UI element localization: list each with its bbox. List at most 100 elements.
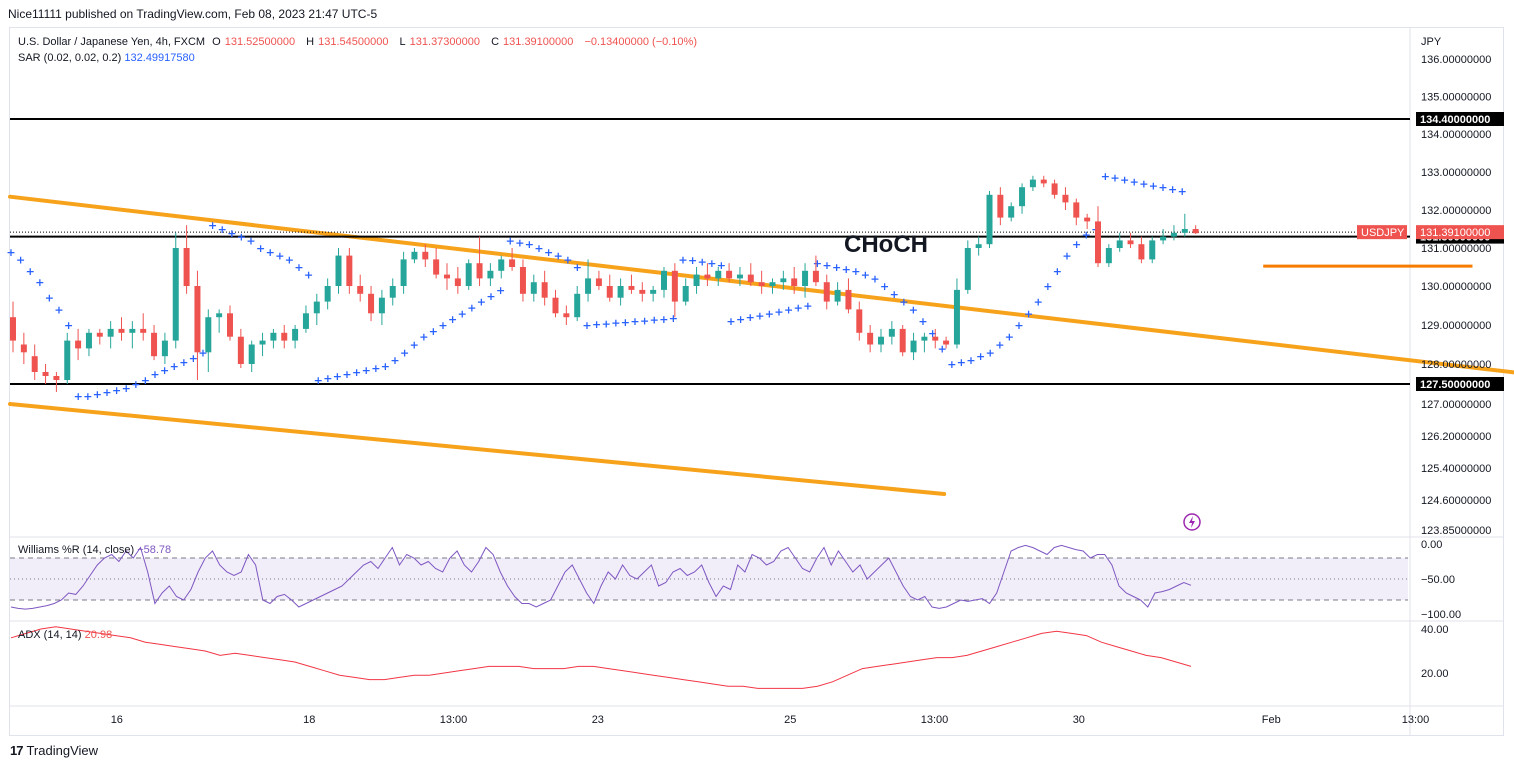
footer-brand[interactable]: 17 TradingView: [10, 743, 98, 758]
adx-label: ADX (14, 14): [18, 629, 82, 641]
open-label: O: [212, 36, 221, 48]
candle-body: [812, 270, 819, 283]
sar-dot: +: [899, 296, 908, 309]
sar-dot: +: [419, 331, 428, 344]
sar-dot: +: [534, 242, 543, 255]
candle-body: [20, 344, 27, 353]
candle-body: [780, 278, 787, 283]
candles: [10, 175, 1199, 392]
candle-body: [1149, 240, 1156, 260]
candle: [986, 191, 993, 248]
candle: [704, 263, 711, 286]
candle: [259, 332, 266, 357]
candle: [715, 267, 722, 286]
sar-dots: ++++++++ + + + + + + + + + + + + ++ + + + ++ + + ++++ + + + + + + +…: [6, 170, 1186, 403]
candle: [726, 263, 733, 283]
sar-dot: +: [1120, 174, 1129, 187]
candle: [628, 274, 635, 294]
high-value: 131.54500000: [318, 36, 389, 48]
candle-body: [595, 278, 602, 286]
candle-body: [639, 289, 646, 294]
candle: [1127, 232, 1134, 248]
sar-dot: +: [45, 292, 54, 305]
candle-body: [888, 328, 895, 337]
candle: [368, 286, 375, 322]
candle: [650, 286, 657, 302]
candle-body: [964, 248, 971, 290]
price-tick-label: 132.00000000: [1421, 205, 1491, 217]
wr-tick-label: 0.00: [1421, 539, 1442, 551]
sar-dot: +: [947, 358, 956, 371]
candle-body: [183, 248, 190, 286]
candle-body: [227, 313, 233, 337]
sar-dot: +: [707, 257, 716, 270]
candle-body: [910, 340, 917, 353]
sar-dot: +: [1149, 179, 1158, 192]
sar-dot: +: [1158, 181, 1167, 194]
candle: [682, 278, 689, 306]
candle-body: [324, 286, 331, 302]
sar-dot: +: [131, 378, 140, 391]
candle: [248, 340, 255, 372]
sar-dot: +: [83, 390, 92, 403]
sar-dot: +: [304, 269, 313, 282]
price-tick-label: 130.00000000: [1421, 281, 1491, 293]
sar-dot: +: [573, 261, 582, 274]
candle-body: [172, 248, 179, 341]
candle-body: [715, 270, 722, 279]
sar-dot: +: [1062, 250, 1071, 263]
open-value: 131.52500000: [224, 36, 296, 48]
sar-dot: +: [122, 382, 131, 395]
sar-value: 132.49917580: [124, 52, 195, 64]
price-tick-label: 131.00000000: [1421, 243, 1491, 255]
candle: [1019, 183, 1026, 214]
sar-dot: +: [208, 219, 217, 232]
candle-body: [161, 340, 168, 357]
candle: [1073, 198, 1080, 226]
candle-body: [205, 317, 212, 353]
main-legend: U.S. Dollar / Japanese Yen, 4h, FXCM O 13…: [18, 36, 701, 48]
candle: [1051, 179, 1058, 199]
trendlines: [8, 194, 1514, 496]
candle-body: [802, 270, 809, 286]
sar-dot: +: [1024, 307, 1033, 320]
candle-body: [617, 286, 624, 298]
candle: [769, 278, 776, 294]
candle: [107, 321, 114, 349]
candle: [324, 278, 331, 310]
candle-body: [389, 286, 396, 298]
candle-body: [31, 356, 38, 372]
candle-body: [921, 336, 928, 341]
sar-dot: +: [784, 303, 793, 316]
sar-dot: +: [765, 307, 774, 320]
candle: [1170, 225, 1177, 241]
sar-dot: +: [218, 223, 227, 236]
candle-body: [454, 278, 461, 286]
sar-dot: +: [554, 250, 563, 263]
candle: [172, 232, 179, 349]
candle-body: [628, 286, 635, 290]
time-tick-label: 25: [784, 714, 796, 726]
candle-body: [151, 332, 158, 357]
sar-dot: +: [246, 234, 255, 247]
sar-legend: SAR (0.02, 0.02, 0.2) 132.49917580: [18, 52, 195, 64]
candle: [1160, 229, 1167, 245]
sar-dot: +: [285, 253, 294, 266]
sar-dot: +: [266, 246, 275, 259]
sar-dot: +: [256, 242, 265, 255]
adx-value: 20.98: [84, 629, 113, 641]
adx-legend: ADX (14, 14) 20.98: [18, 629, 112, 641]
time-tick-label: 18: [303, 714, 315, 726]
candle-body: [248, 344, 255, 364]
lightning-circle: [1183, 513, 1201, 531]
candle-body: [400, 259, 407, 286]
sar-dot: +: [746, 311, 755, 324]
sar-dot: +: [832, 261, 841, 274]
candle-body: [519, 267, 526, 294]
low-label: L: [399, 36, 406, 48]
candle-body: [769, 282, 776, 286]
candle: [791, 267, 798, 294]
candle: [42, 364, 49, 384]
sar-dot: +: [938, 342, 947, 355]
